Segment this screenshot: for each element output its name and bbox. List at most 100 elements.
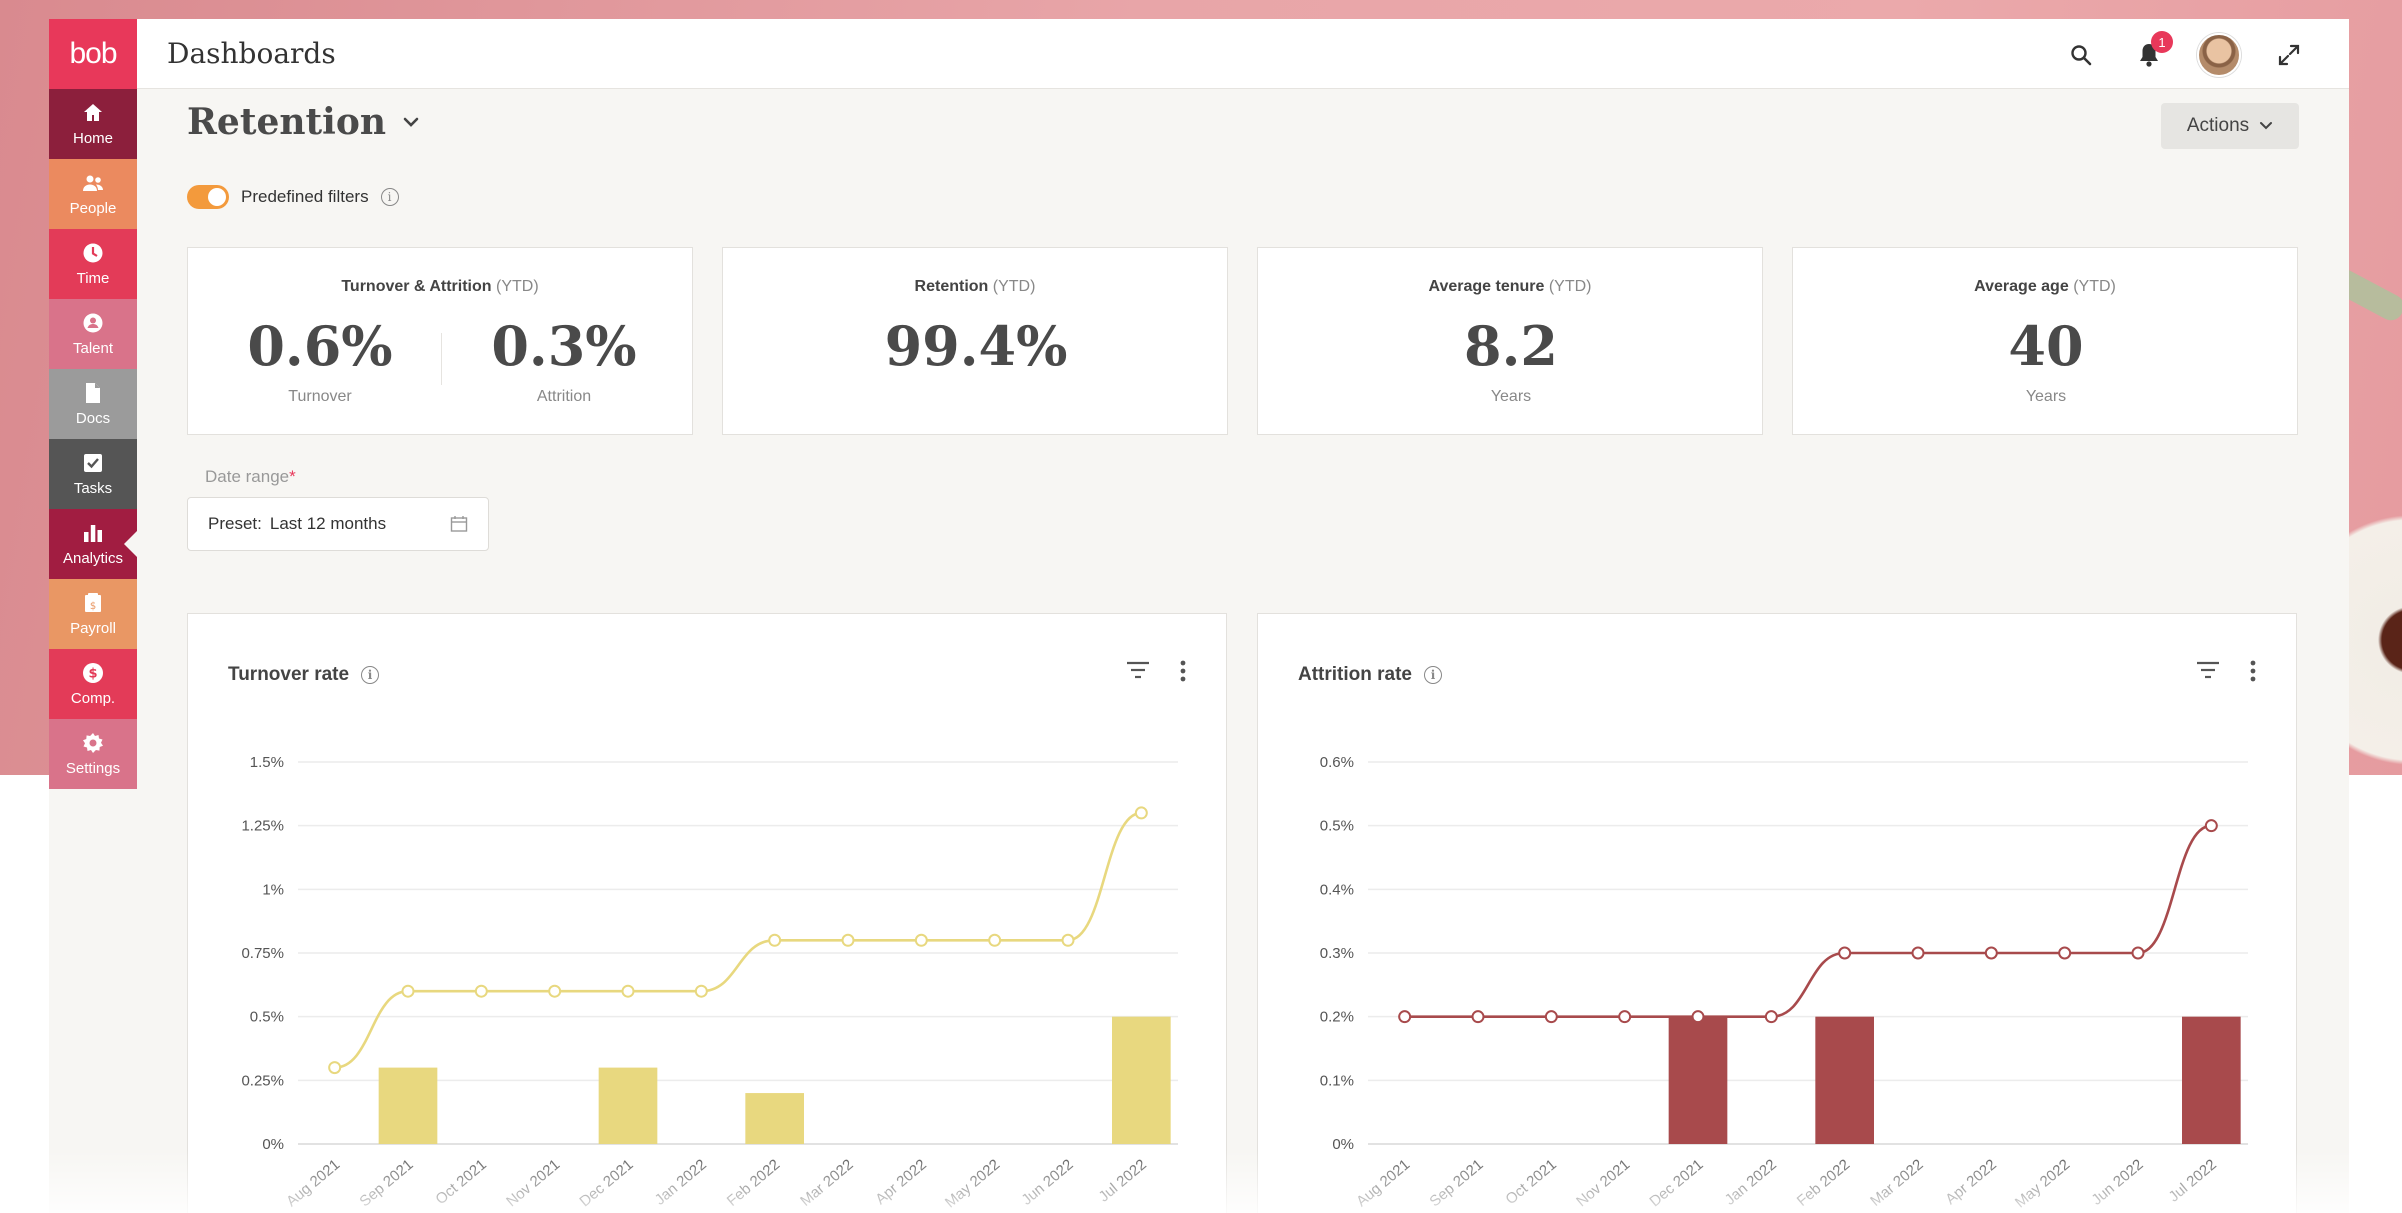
search-icon[interactable] [2061,35,2101,75]
x-tick-label: Jan 2022 [652,1156,710,1209]
x-tick-label: Aug 2021 [1353,1156,1413,1210]
kpi-title: Average age (YTD) [1793,278,2297,296]
filter-icon[interactable] [2196,660,2220,680]
filter-icon[interactable] [1126,660,1150,680]
x-tick-label: Apr 2022 [1942,1156,2000,1208]
kpi-divider [441,333,442,385]
sidebar-item-tasks[interactable]: Tasks [49,439,137,509]
y-tick-label: 0% [1332,1136,1354,1153]
people-icon [83,175,103,191]
x-tick-label: Dec 2021 [1646,1156,1706,1210]
info-icon[interactable]: i [1424,666,1442,684]
predefined-filters-toggle[interactable] [187,185,229,209]
kpi-title: Average tenure (YTD) [1258,278,1762,296]
y-tick-label: 0% [262,1136,284,1153]
sidebar-item-label: Docs [75,409,111,427]
actions-button[interactable]: Actions [2161,103,2299,149]
attrition-rate-chart: 0% 0.1% 0.2% 0.3% 0.4% 0.5% 0.6% Aug 2021 Sep 20… [1320,754,2248,1211]
y-tick-label: 0.3% [1320,945,1354,962]
y-tick-label: 0.25% [241,1072,284,1089]
x-tick-label: Jun 2022 [2088,1156,2146,1209]
bob-logo[interactable]: bob [49,19,137,89]
kpi-title-text: Average tenure [1428,278,1545,295]
talent-icon [83,313,103,332]
kpi-title-text: Turnover & Attrition [341,278,492,295]
sidebar-item-comp[interactable]: $ Comp. [49,649,137,719]
gear-icon [83,732,103,753]
chevron-down-icon [403,117,419,127]
sidebar-item-talent[interactable]: Talent [49,299,137,369]
sidebar-item-label: Comp. [70,689,116,707]
date-range-label: Date range* [205,467,296,487]
x-tick-label: Jun 2022 [1018,1156,1076,1209]
checkbox-icon [84,453,102,472]
home-icon [84,103,102,121]
data-point [1134,806,1148,820]
data-point [548,984,562,998]
x-tick-label: Nov 2021 [1573,1156,1633,1210]
preset-label: Preset: [208,514,262,533]
expand-icon[interactable] [2269,35,2309,75]
x-tick-label: Feb 2022 [1794,1156,1853,1210]
y-tick-label: 1.25% [241,818,284,835]
data-point [1544,1010,1558,1024]
data-point [694,984,708,998]
dashboard-selector[interactable]: Retention [187,101,420,143]
kpi-value: 99.4% [884,314,1068,378]
kpi-turnover-attrition: Turnover & Attrition (YTD) 0.6% Turnover… [187,247,693,435]
info-icon[interactable]: i [361,666,380,684]
data-point [1838,946,1852,960]
turnover-rate-chart: 0% 0.25% 0.5% 0.75% 1% 1.25% 1.5% Aug 2021 Sep 2… [241,754,1178,1211]
kpi-qualifier: (YTD) [496,278,539,295]
info-icon[interactable]: i [380,188,399,206]
date-range-label-text: Date range [205,467,290,486]
x-tick-label: Sep 2021 [1426,1156,1486,1210]
more-options-icon[interactable] [2250,660,2256,682]
chart-title: Attrition rate [1298,664,1412,685]
data-point [474,984,488,998]
sidebar-item-analytics[interactable]: Analytics [49,509,137,579]
more-options-icon[interactable] [1180,660,1186,682]
data-point [1398,1010,1412,1024]
x-tick-label: May 2022 [942,1156,1003,1211]
y-tick-label: 0.5% [1320,818,1354,835]
required-mark: * [289,467,296,486]
x-tick-label: Oct 2021 [432,1156,490,1208]
kpi-retention: Retention (YTD) 99.4% [722,247,1228,435]
kpi-title: Retention (YTD) [723,278,1227,296]
sidebar-item-label: People [69,199,117,217]
notification-badge: 1 [2151,31,2173,53]
sidebar-item-label: Talent [72,339,114,357]
kpi-qualifier: (YTD) [992,278,1036,295]
user-avatar[interactable] [2197,33,2241,77]
x-tick-label: Sep 2021 [356,1156,416,1210]
x-tick-label: Jul 2022 [1096,1156,1150,1205]
sidebar-item-time[interactable]: Time [49,229,137,299]
calendar-icon[interactable] [450,515,468,533]
x-tick-label: Mar 2022 [1867,1156,1926,1210]
kpi-title-text: Average age [1974,278,2069,295]
x-tick-label: Oct 2021 [1502,1156,1560,1208]
data-point [328,1061,342,1075]
data-point [621,984,635,998]
kpi-value-label: Turnover [288,388,352,405]
kpi-value-label: Years [1490,388,1532,405]
x-tick-label: Dec 2021 [576,1156,636,1210]
sidebar-item-home[interactable]: Home [49,89,137,159]
y-tick-label: 0.4% [1320,881,1354,898]
bar [598,1067,658,1144]
sidebar-item-payroll[interactable]: $ Payroll [49,579,137,649]
x-tick-label: May 2022 [2012,1156,2073,1211]
sidebar-item-label: Home [72,129,113,147]
data-point [768,933,782,947]
notifications-bell-icon[interactable]: 1 [2129,31,2173,75]
svg-text:$: $ [88,666,97,681]
date-range-picker[interactable]: Preset: Last 12 months [187,497,489,551]
kpi-qualifier: (YTD) [1548,278,1592,295]
sidebar-item-docs[interactable]: Docs [49,369,137,439]
dollar-icon: $ [83,662,103,683]
sidebar-item-people[interactable]: People [49,159,137,229]
sidebar-item-settings[interactable]: Settings [49,719,137,789]
kpi-average-age: Average age (YTD) 40 Years [1792,247,2298,435]
data-point [2131,946,2145,960]
